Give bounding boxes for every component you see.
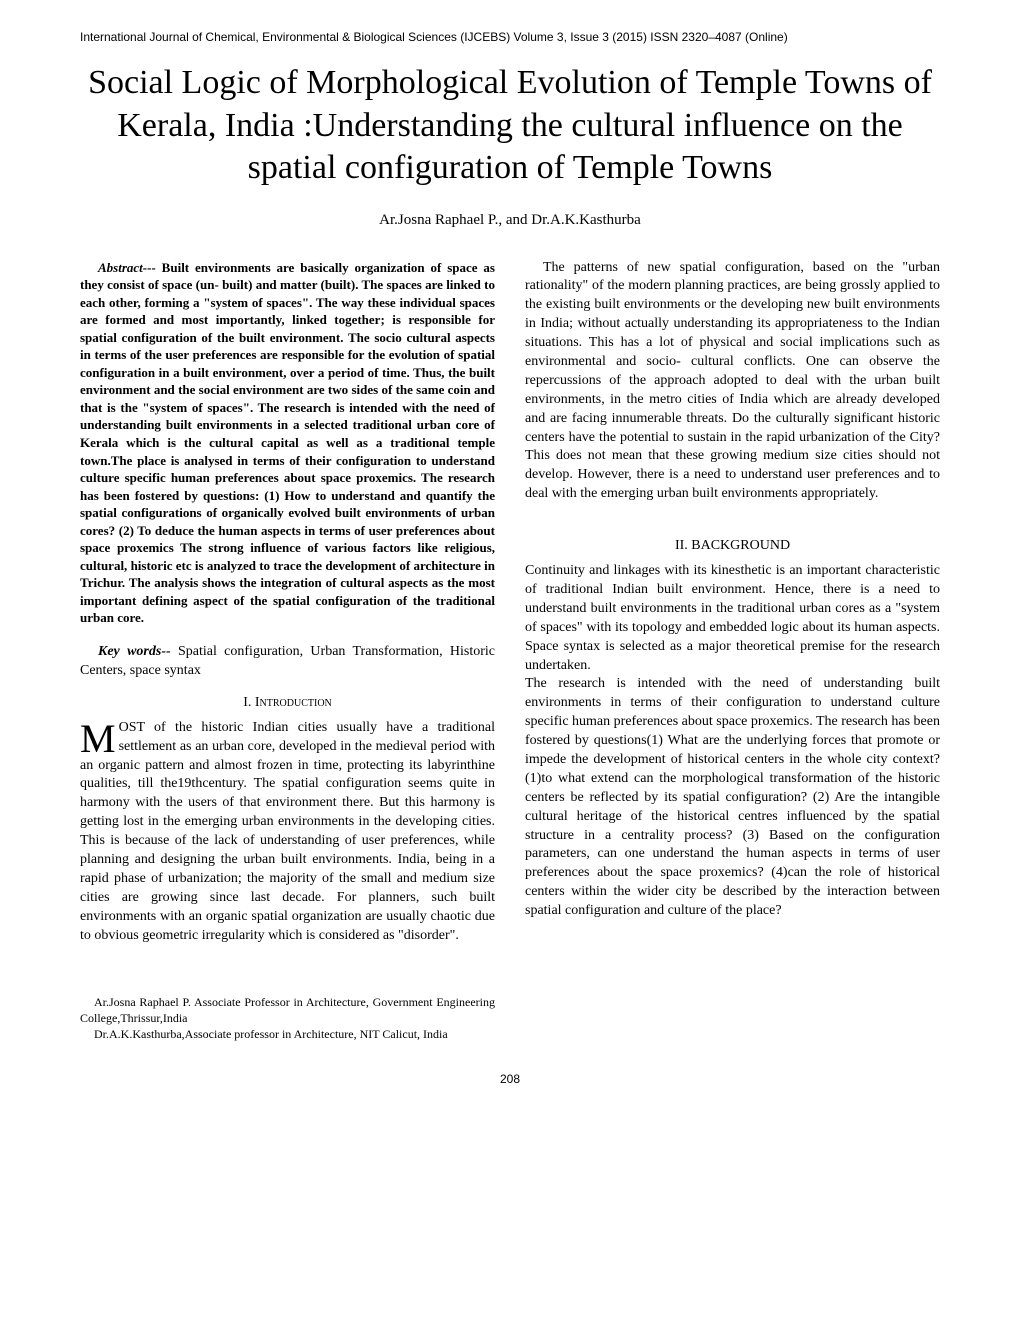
background-heading: II. BACKGROUND xyxy=(525,538,940,554)
background-p1: Continuity and linkages with its kinesth… xyxy=(525,562,940,675)
introduction-body: MOST of the historic Indian cities usual… xyxy=(80,719,495,946)
spacer xyxy=(525,504,940,524)
footnote-author1: Ar.Josna Raphael P. Associate Professor … xyxy=(80,995,495,1026)
dropcap-letter: M xyxy=(80,719,119,755)
page-number: 208 xyxy=(80,1072,940,1086)
keywords-block: Key words-- Spatial configuration, Urban… xyxy=(80,643,495,681)
introduction-heading: I. Introduction xyxy=(80,695,495,711)
footnotes-block: Ar.Josna Raphael P. Associate Professor … xyxy=(80,995,495,1042)
right-column: The patterns of new spatial configuratio… xyxy=(525,259,940,1043)
abstract-block: Abstract--- Built environments are basic… xyxy=(80,259,495,627)
background-p2: The research is intended with the need o… xyxy=(525,675,940,921)
paper-title: Social Logic of Morphological Evolution … xyxy=(80,62,940,190)
background-body: Continuity and linkages with its kinesth… xyxy=(525,562,940,921)
journal-header: International Journal of Chemical, Envir… xyxy=(80,30,940,44)
abstract-label: Abstract--- xyxy=(98,260,156,275)
abstract-text: Built environments are basically organiz… xyxy=(80,260,495,626)
left-column: Abstract--- Built environments are basic… xyxy=(80,259,495,1043)
introduction-text: OST of the historic Indian cities usuall… xyxy=(80,720,495,943)
footnote-author2: Dr.A.K.Kasthurba,Associate professor in … xyxy=(80,1027,495,1043)
keywords-label: Key words-- xyxy=(98,644,171,659)
right-intro-text: The patterns of new spatial configuratio… xyxy=(525,259,940,505)
right-intro-body: The patterns of new spatial configuratio… xyxy=(525,259,940,505)
two-column-layout: Abstract--- Built environments are basic… xyxy=(80,259,940,1043)
authors-line: Ar.Josna Raphael P., and Dr.A.K.Kasthurb… xyxy=(80,212,940,229)
